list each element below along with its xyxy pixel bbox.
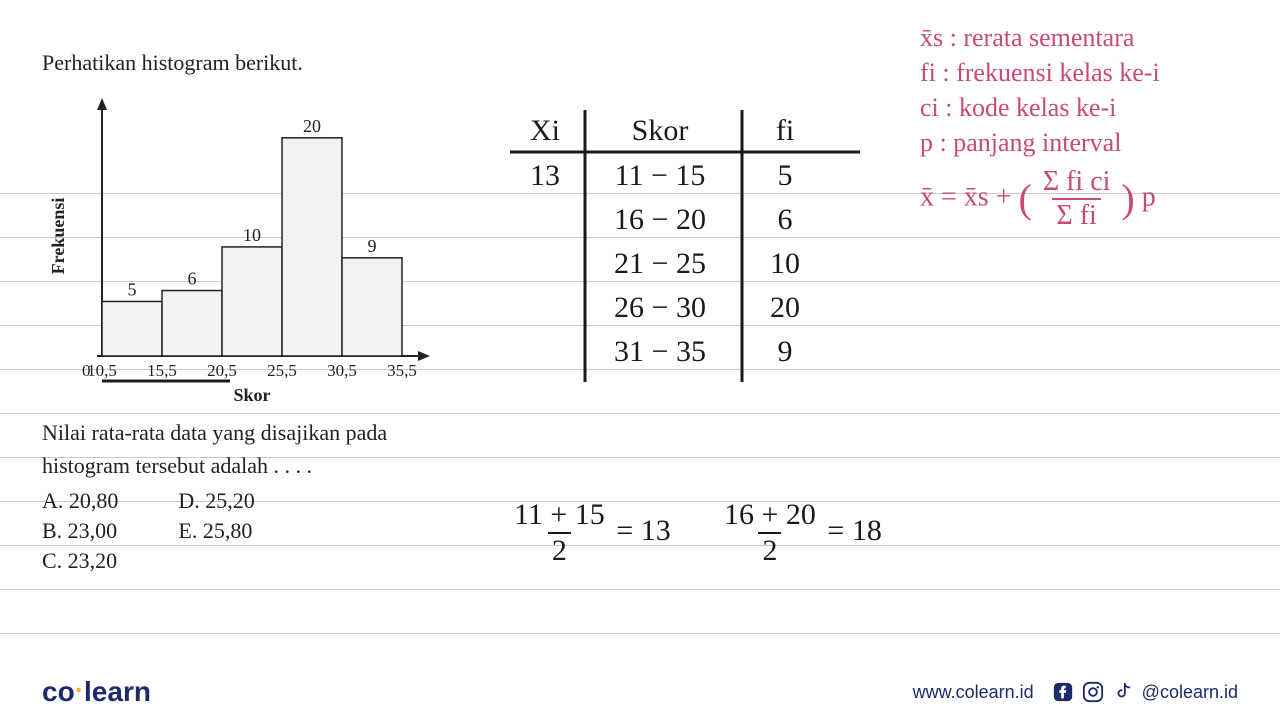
svg-text:Xi: Xi [530, 114, 560, 147]
question-text: Nilai rata-rata data yang disajikan pada… [42, 416, 462, 482]
table-svg: Xi Skor fi 13 11 − 15 5 16 − 20 6 21 − 25 10 26 − … [510, 105, 870, 425]
footer-right: www.colearn.id @colearn.id [913, 681, 1238, 703]
legend-formula: x̄ = x̄s + ( Σ fi ci Σ fi ) p [920, 168, 1160, 230]
social-icons: @colearn.id [1052, 681, 1238, 703]
footer-handle: @colearn.id [1142, 682, 1238, 703]
svg-text:26 − 30: 26 − 30 [614, 291, 706, 324]
svg-text:Skor: Skor [233, 385, 270, 405]
svg-text:Skor: Skor [632, 114, 689, 147]
svg-text:6: 6 [778, 203, 793, 236]
svg-text:9: 9 [778, 335, 793, 368]
options-col-left: A. 20,80 B. 23,00 C. 23,20 [42, 488, 118, 574]
svg-text:25,5: 25,5 [267, 361, 297, 380]
svg-text:5: 5 [128, 279, 137, 299]
legend-p: p : panjang interval [920, 125, 1160, 160]
calc2-res: = 18 [827, 514, 881, 547]
footer-url: www.colearn.id [913, 682, 1034, 703]
facebook-icon [1052, 681, 1074, 703]
calc-1: 11 + 15 2 = 13 [510, 500, 671, 566]
option-e: E. 25,80 [178, 518, 254, 544]
tiktok-icon [1112, 681, 1134, 703]
legend-ci: ci : kode kelas ke-i [920, 90, 1160, 125]
option-b: B. 23,00 [42, 518, 118, 544]
svg-text:31 − 35: 31 − 35 [614, 335, 706, 368]
options-col-right: D. 25,20 E. 25,80 [178, 488, 254, 574]
svg-text:10: 10 [243, 225, 261, 245]
question-block: Perhatikan histogram berikut. 5 6 10 20 9 10,… [42, 50, 462, 574]
svg-text:16 − 20: 16 − 20 [614, 203, 706, 236]
svg-text:10: 10 [770, 247, 800, 280]
svg-text:35,5: 35,5 [387, 361, 417, 380]
svg-text:15,5: 15,5 [147, 361, 177, 380]
calc1-res: = 13 [616, 514, 670, 547]
svg-text:11 − 15: 11 − 15 [615, 159, 706, 192]
calc2-bot: 2 [758, 532, 781, 566]
histogram: 5 6 10 20 9 10,5 15,5 20,5 25,5 30,5 35,5 0 Skor Frek… [42, 86, 442, 406]
calc1-bot: 2 [548, 532, 571, 566]
legend-block: x̄s : rerata sementara fi : frekuensi ke… [920, 20, 1160, 230]
formula-lhs: x̄ = x̄s + [920, 182, 1018, 213]
option-d: D. 25,20 [178, 488, 254, 514]
svg-text:6: 6 [188, 269, 197, 289]
logo: co·learn [42, 676, 151, 708]
calc-2: 16 + 20 2 = 18 [720, 500, 882, 566]
svg-text:5: 5 [778, 159, 793, 192]
svg-text:0: 0 [82, 361, 91, 380]
svg-text:20,5: 20,5 [207, 361, 237, 380]
footer: co·learn www.colearn.id @colearn.id [0, 676, 1280, 708]
handwritten-table: Xi Skor fi 13 11 − 15 5 16 − 20 6 21 − 25 10 26 − … [510, 105, 870, 433]
logo-learn: learn [84, 676, 151, 707]
legend-xs: x̄s : rerata sementara [920, 20, 1160, 55]
svg-text:fi: fi [776, 114, 794, 147]
svg-text:30,5: 30,5 [327, 361, 357, 380]
svg-text:10,5: 10,5 [87, 361, 117, 380]
answer-options: A. 20,80 B. 23,00 C. 23,20 D. 25,20 E. 2… [42, 488, 462, 574]
formula-top: Σ fi ci [1039, 168, 1115, 198]
legend-fi: fi : frekuensi kelas ke-i [920, 55, 1160, 90]
calc1-top: 11 + 15 [510, 500, 609, 532]
formula-rhs: p [1142, 182, 1156, 213]
svg-text:9: 9 [368, 236, 377, 256]
option-a: A. 20,80 [42, 488, 118, 514]
instagram-icon [1082, 681, 1104, 703]
question-title: Perhatikan histogram berikut. [42, 50, 462, 76]
option-c: C. 23,20 [42, 548, 118, 574]
histogram-svg: 5 6 10 20 9 10,5 15,5 20,5 25,5 30,5 35,5 0 Skor Frek… [42, 86, 442, 406]
calc2-top: 16 + 20 [720, 500, 820, 532]
svg-text:20: 20 [303, 116, 321, 136]
svg-text:21 − 25: 21 − 25 [614, 247, 706, 280]
svg-text:13: 13 [530, 159, 560, 192]
logo-dot-icon: · [75, 674, 84, 705]
logo-co: co [42, 676, 75, 707]
formula-bot: Σ fi [1052, 198, 1100, 230]
svg-text:Frekuensi: Frekuensi [48, 198, 68, 275]
svg-text:20: 20 [770, 291, 800, 324]
